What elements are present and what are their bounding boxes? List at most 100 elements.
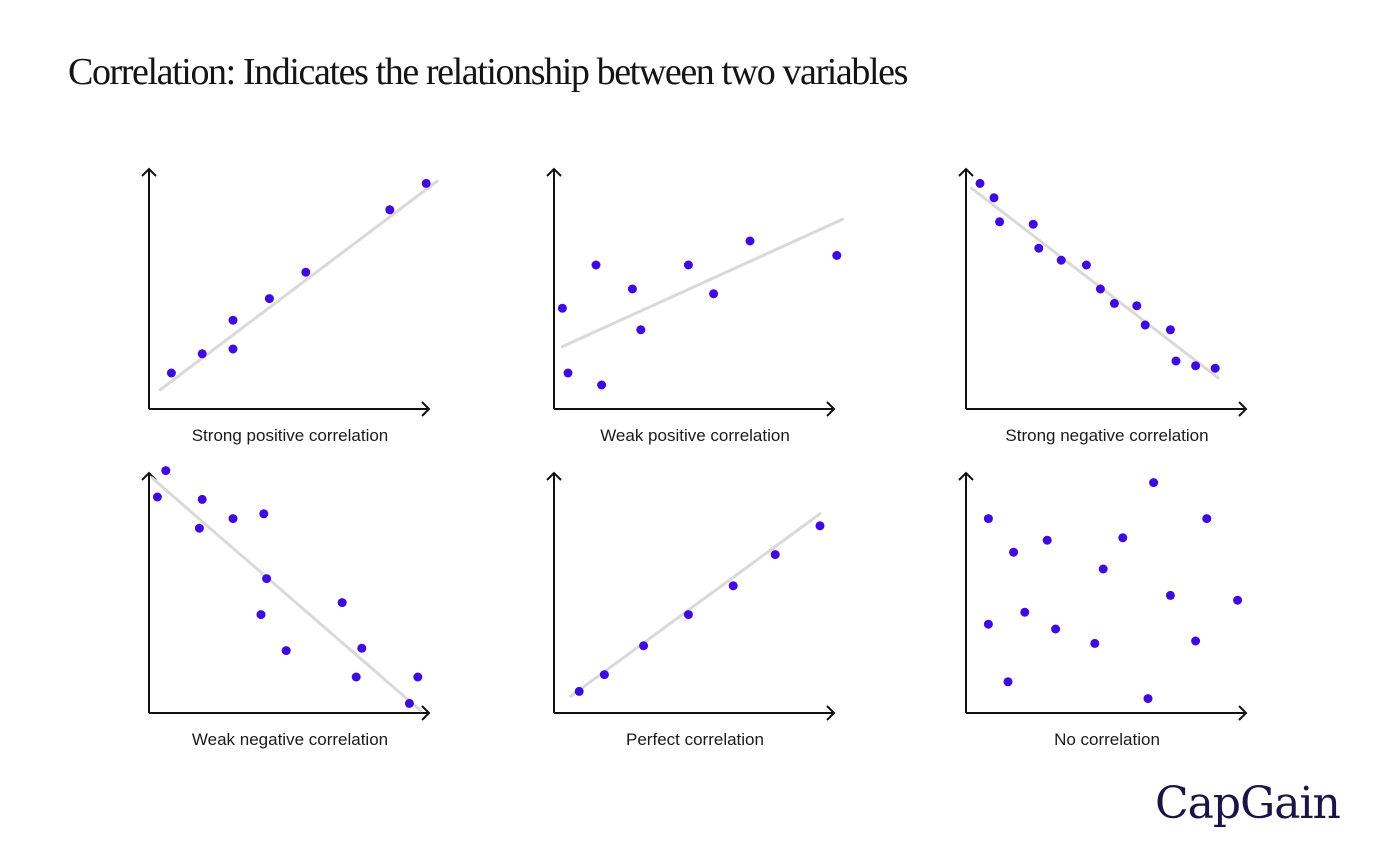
data-point [197,494,207,504]
data-point [166,368,176,378]
data-point [421,178,431,188]
data-point [1191,361,1201,371]
y-axis-arrow-icon [958,167,974,177]
trend-line [560,217,844,349]
trend-line [970,186,1220,380]
data-point [639,641,649,651]
y-axis-arrow-icon [546,471,562,481]
chart-caption: Strong negative correlation [1005,426,1208,445]
chart-caption: Weak negative correlation [192,730,388,749]
chart-panel: Weak negative correlation [141,466,431,749]
data-point [1165,590,1175,600]
data-point [1028,219,1038,229]
x-axis-arrow-icon [421,401,431,417]
y-axis-arrow-icon [546,167,562,177]
data-point [636,325,646,335]
data-point [264,294,274,304]
data-point [1109,298,1119,308]
data-point [1098,564,1108,574]
data-point [161,466,171,476]
chart-panel: No correlation [958,471,1248,749]
data-point [1020,607,1030,617]
data-point [815,521,825,531]
data-point [1191,636,1201,646]
data-point [1202,514,1212,524]
data-point [557,303,567,313]
data-point [574,686,584,696]
data-point [745,236,755,246]
data-point [983,619,993,629]
data-point [228,514,238,524]
data-point [1056,255,1066,265]
data-point [591,260,601,270]
data-point [1051,624,1061,634]
chart-caption: Perfect correlation [626,730,764,749]
data-point [413,672,423,682]
data-point [770,550,780,560]
trend-line [569,512,822,698]
y-axis-arrow-icon [958,471,974,481]
x-axis-arrow-icon [1238,705,1248,721]
trend-line [158,179,439,392]
data-point [1233,595,1243,605]
chart-panel: Strong positive correlation [141,167,439,445]
data-point [1042,535,1052,545]
data-point [563,368,573,378]
data-point [597,380,607,390]
y-axis-arrow-icon [141,167,157,177]
trend-line [150,476,423,713]
data-point [1143,694,1153,704]
page-title: Correlation: Indicates the relationship … [68,51,908,93]
data-point [385,205,395,215]
data-point [1140,320,1150,330]
data-point [194,523,204,533]
data-point [301,267,311,277]
data-point [1034,243,1044,253]
data-point [256,610,266,620]
data-point [1118,533,1128,543]
data-point [1009,547,1019,557]
x-axis-arrow-icon [1238,401,1248,417]
data-point [404,698,414,708]
data-point [281,646,291,656]
data-point [1210,363,1220,373]
data-point [262,574,272,584]
x-axis-arrow-icon [826,401,836,417]
data-point [228,344,238,354]
data-point [1149,478,1159,488]
data-point [975,178,985,188]
data-point [983,514,993,524]
data-point [1171,356,1181,366]
data-point [683,260,693,270]
data-point [337,598,347,608]
data-point [228,315,238,325]
chart-caption: Weak positive correlation [600,426,790,445]
chart-panel: Strong negative correlation [958,167,1248,445]
data-point [832,250,842,260]
capgain-logo: CapGain [1155,778,1341,829]
chart-caption: Strong positive correlation [192,426,389,445]
data-point [995,217,1005,227]
data-point [259,509,269,519]
data-point [357,643,367,653]
data-point [197,349,207,359]
data-point [1081,260,1091,270]
data-point [1003,677,1013,687]
data-point [599,670,609,680]
chart-panel: Perfect correlation [546,471,836,749]
data-point [1095,284,1105,294]
data-point [351,672,361,682]
data-point [627,284,637,294]
x-axis-arrow-icon [826,705,836,721]
data-point [989,193,999,203]
chart-caption: No correlation [1054,730,1160,749]
data-point [1165,325,1175,335]
data-point [683,610,693,620]
data-point [152,492,162,502]
data-point [1090,638,1100,648]
data-point [709,289,719,299]
x-axis-arrow-icon [421,705,431,721]
data-point [728,581,738,591]
chart-panel: Weak positive correlation [546,167,844,445]
